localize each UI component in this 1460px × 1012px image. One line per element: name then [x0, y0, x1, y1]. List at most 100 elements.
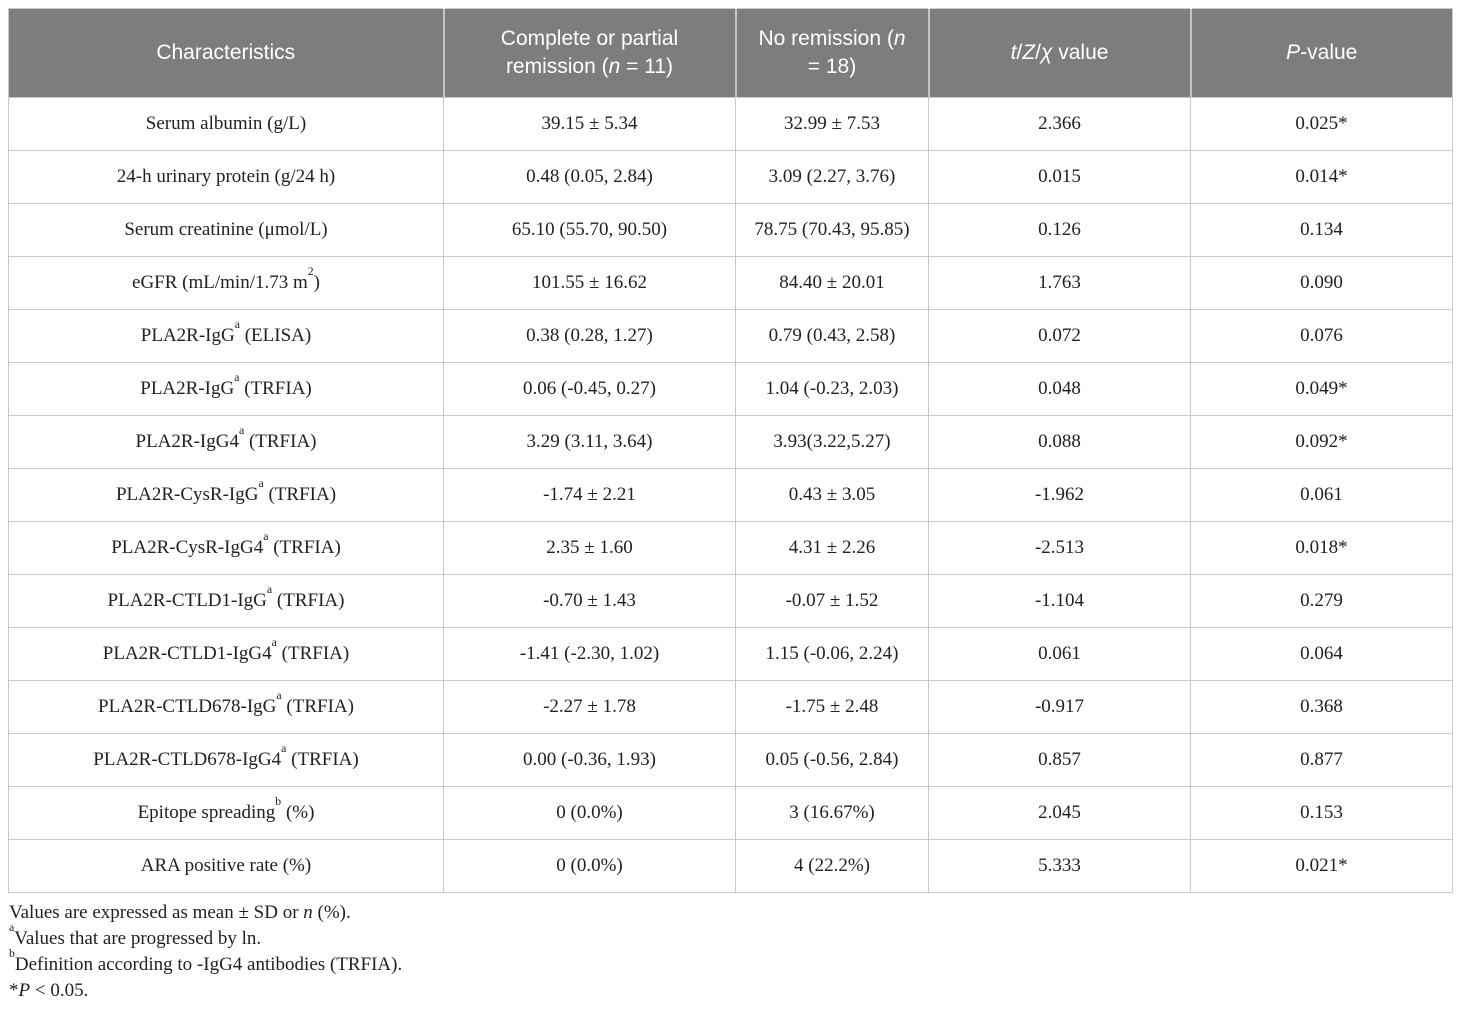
cell-no-remission-group: 1.15 (-0.06, 2.24): [735, 627, 929, 681]
table-row: Serum albumin (g/L) 39.15 ± 5.34 32.99 ± 7…: [8, 97, 1453, 151]
cell-statistic: 0.015: [928, 150, 1191, 204]
table-row: 24-h urinary protein (g/24 h) 0.48 (0.05,…: [8, 150, 1453, 204]
cell-statistic: 0.061: [928, 627, 1191, 681]
cell-statistic: 0.048: [928, 362, 1191, 416]
cell-characteristic: Epitope spreadingb (%): [8, 786, 444, 840]
table-row: PLA2R-IgG4a (TRFIA) 3.29 (3.11, 3.64) 3.93…: [8, 415, 1453, 469]
table-footnotes: Values are expressed as mean ± SD or n (…: [8, 900, 1452, 1004]
cell-remission-group: -1.41 (-2.30, 1.02): [443, 627, 736, 681]
cell-statistic: -1.104: [928, 574, 1191, 628]
cell-no-remission-group: 3 (16.67%): [735, 786, 929, 840]
table-row: ARA positive rate (%) 0 (0.0%) 4 (22.2%) 5.…: [8, 839, 1453, 893]
cell-statistic: 0.857: [928, 733, 1191, 787]
table-row: Epitope spreadingb (%) 0 (0.0%) 3 (16.67%)…: [8, 786, 1453, 840]
col-header-p-value: P-value: [1189, 8, 1453, 98]
cell-no-remission-group: 0.79 (0.43, 2.58): [735, 309, 929, 363]
cell-remission-group: 101.55 ± 16.62: [443, 256, 736, 310]
cell-characteristic: 24-h urinary protein (g/24 h): [8, 150, 444, 204]
cell-no-remission-group: 84.40 ± 20.01: [735, 256, 929, 310]
cell-remission-group: -1.74 ± 2.21: [443, 468, 736, 522]
cell-p-value: 0.049*: [1190, 362, 1453, 416]
cell-no-remission-group: 0.43 ± 3.05: [735, 468, 929, 522]
cell-no-remission-group: 4 (22.2%): [735, 839, 929, 893]
col-header-no-remission: No remission (n = 18): [734, 8, 929, 98]
header-row: Characteristics Complete or partial remi…: [8, 8, 1453, 98]
cell-no-remission-group: 4.31 ± 2.26: [735, 521, 929, 575]
cell-no-remission-group: 78.75 (70.43, 95.85): [735, 203, 929, 257]
cell-remission-group: 3.29 (3.11, 3.64): [443, 415, 736, 469]
cell-no-remission-group: 0.05 (-0.56, 2.84): [735, 733, 929, 787]
cell-p-value: 0.877: [1190, 733, 1453, 787]
cell-p-value: 0.090: [1190, 256, 1453, 310]
cell-remission-group: 0.00 (-0.36, 1.93): [443, 733, 736, 787]
cell-statistic: 0.088: [928, 415, 1191, 469]
cell-p-value: 0.014*: [1190, 150, 1453, 204]
cell-no-remission-group: 3.09 (2.27, 3.76): [735, 150, 929, 204]
cell-p-value: 0.134: [1190, 203, 1453, 257]
cell-characteristic: PLA2R-IgGa (ELISA): [8, 309, 444, 363]
cell-remission-group: 0.48 (0.05, 2.84): [443, 150, 736, 204]
cell-statistic: 5.333: [928, 839, 1191, 893]
table-row: eGFR (mL/min/1.73 m2) 101.55 ± 16.62 84.40…: [8, 256, 1453, 310]
cell-remission-group: -2.27 ± 1.78: [443, 680, 736, 734]
cell-characteristic: PLA2R-CTLD678-IgG4a (TRFIA): [8, 733, 444, 787]
cell-p-value: 0.025*: [1190, 97, 1453, 151]
cell-p-value: 0.092*: [1190, 415, 1453, 469]
cell-characteristic: PLA2R-IgGa (TRFIA): [8, 362, 444, 416]
cell-statistic: 0.126: [928, 203, 1191, 257]
cell-characteristic: ARA positive rate (%): [8, 839, 444, 893]
cell-statistic: -0.917: [928, 680, 1191, 734]
cell-no-remission-group: 1.04 (-0.23, 2.03): [735, 362, 929, 416]
footnote-b-definition: bDefinition according to -IgG4 antibodie…: [9, 946, 403, 975]
col-header-statistic-value: t/Z/χ value: [927, 8, 1191, 98]
cell-remission-group: -0.70 ± 1.43: [443, 574, 736, 628]
table-row: PLA2R-IgGa (TRFIA) 0.06 (-0.45, 0.27) 1.04…: [8, 362, 1453, 416]
cell-p-value: 0.076: [1190, 309, 1453, 363]
cell-statistic: -1.962: [928, 468, 1191, 522]
cell-characteristic: Serum albumin (g/L): [8, 97, 444, 151]
cell-remission-group: 0.38 (0.28, 1.27): [443, 309, 736, 363]
table-header: Characteristics Complete or partial remi…: [8, 8, 1453, 98]
cell-no-remission-group: 32.99 ± 7.53: [735, 97, 929, 151]
cell-p-value: 0.279: [1190, 574, 1453, 628]
cell-characteristic: PLA2R-CTLD1-IgGa (TRFIA): [8, 574, 444, 628]
cell-p-value: 0.018*: [1190, 521, 1453, 575]
cell-remission-group: 0.06 (-0.45, 0.27): [443, 362, 736, 416]
cell-no-remission-group: -0.07 ± 1.52: [735, 574, 929, 628]
table-body: Serum albumin (g/L) 39.15 ± 5.34 32.99 ± 7…: [8, 97, 1453, 893]
table-row: PLA2R-CTLD678-IgG4a (TRFIA) 0.00 (-0.36, …: [8, 733, 1453, 787]
cell-statistic: 2.366: [928, 97, 1191, 151]
footnote-significance-threshold: *P < 0.05.: [9, 980, 89, 1001]
cell-no-remission-group: 3.93(3.22,5.27): [735, 415, 929, 469]
cell-characteristic: Serum creatinine (μmol/L): [8, 203, 444, 257]
table-row: Serum creatinine (μmol/L) 65.10 (55.70, 9…: [8, 203, 1453, 257]
table-row: PLA2R-IgGa (ELISA) 0.38 (0.28, 1.27) 0.79 …: [8, 309, 1453, 363]
cell-remission-group: 39.15 ± 5.34: [443, 97, 736, 151]
cell-remission-group: 65.10 (55.70, 90.50): [443, 203, 736, 257]
cell-characteristic: eGFR (mL/min/1.73 m2): [8, 256, 444, 310]
table-row: PLA2R-CTLD1-IgGa (TRFIA) -0.70 ± 1.43 -0.0…: [8, 574, 1453, 628]
col-header-characteristics: Characteristics: [8, 8, 444, 98]
cell-remission-group: 0 (0.0%): [443, 839, 736, 893]
cell-no-remission-group: -1.75 ± 2.48: [735, 680, 929, 734]
cell-remission-group: 2.35 ± 1.60: [443, 521, 736, 575]
cell-characteristic: PLA2R-CysR-IgG4a (TRFIA): [8, 521, 444, 575]
cell-statistic: 2.045: [928, 786, 1191, 840]
footnote-a-ln-transform: aValues that are progressed by ln.: [9, 920, 262, 949]
cell-p-value: 0.153: [1190, 786, 1453, 840]
col-header-complete-partial-remission: Complete or partial remission (n = 11): [442, 8, 736, 98]
cell-statistic: 0.072: [928, 309, 1191, 363]
cell-p-value: 0.021*: [1190, 839, 1453, 893]
cell-statistic: 1.763: [928, 256, 1191, 310]
cell-remission-group: 0 (0.0%): [443, 786, 736, 840]
table-row: PLA2R-CTLD678-IgGa (TRFIA) -2.27 ± 1.78 -1…: [8, 680, 1453, 734]
cell-p-value: 0.064: [1190, 627, 1453, 681]
characteristics-table: Characteristics Complete or partial remi…: [8, 8, 1453, 893]
cell-characteristic: PLA2R-IgG4a (TRFIA): [8, 415, 444, 469]
table-row: PLA2R-CysR-IgGa (TRFIA) -1.74 ± 2.21 0.43 …: [8, 468, 1453, 522]
cell-characteristic: PLA2R-CysR-IgGa (TRFIA): [8, 468, 444, 522]
cell-characteristic: PLA2R-CTLD678-IgGa (TRFIA): [8, 680, 444, 734]
footnote-values-expressed: Values are expressed as mean ± SD or n (…: [9, 902, 351, 923]
cell-statistic: -2.513: [928, 521, 1191, 575]
